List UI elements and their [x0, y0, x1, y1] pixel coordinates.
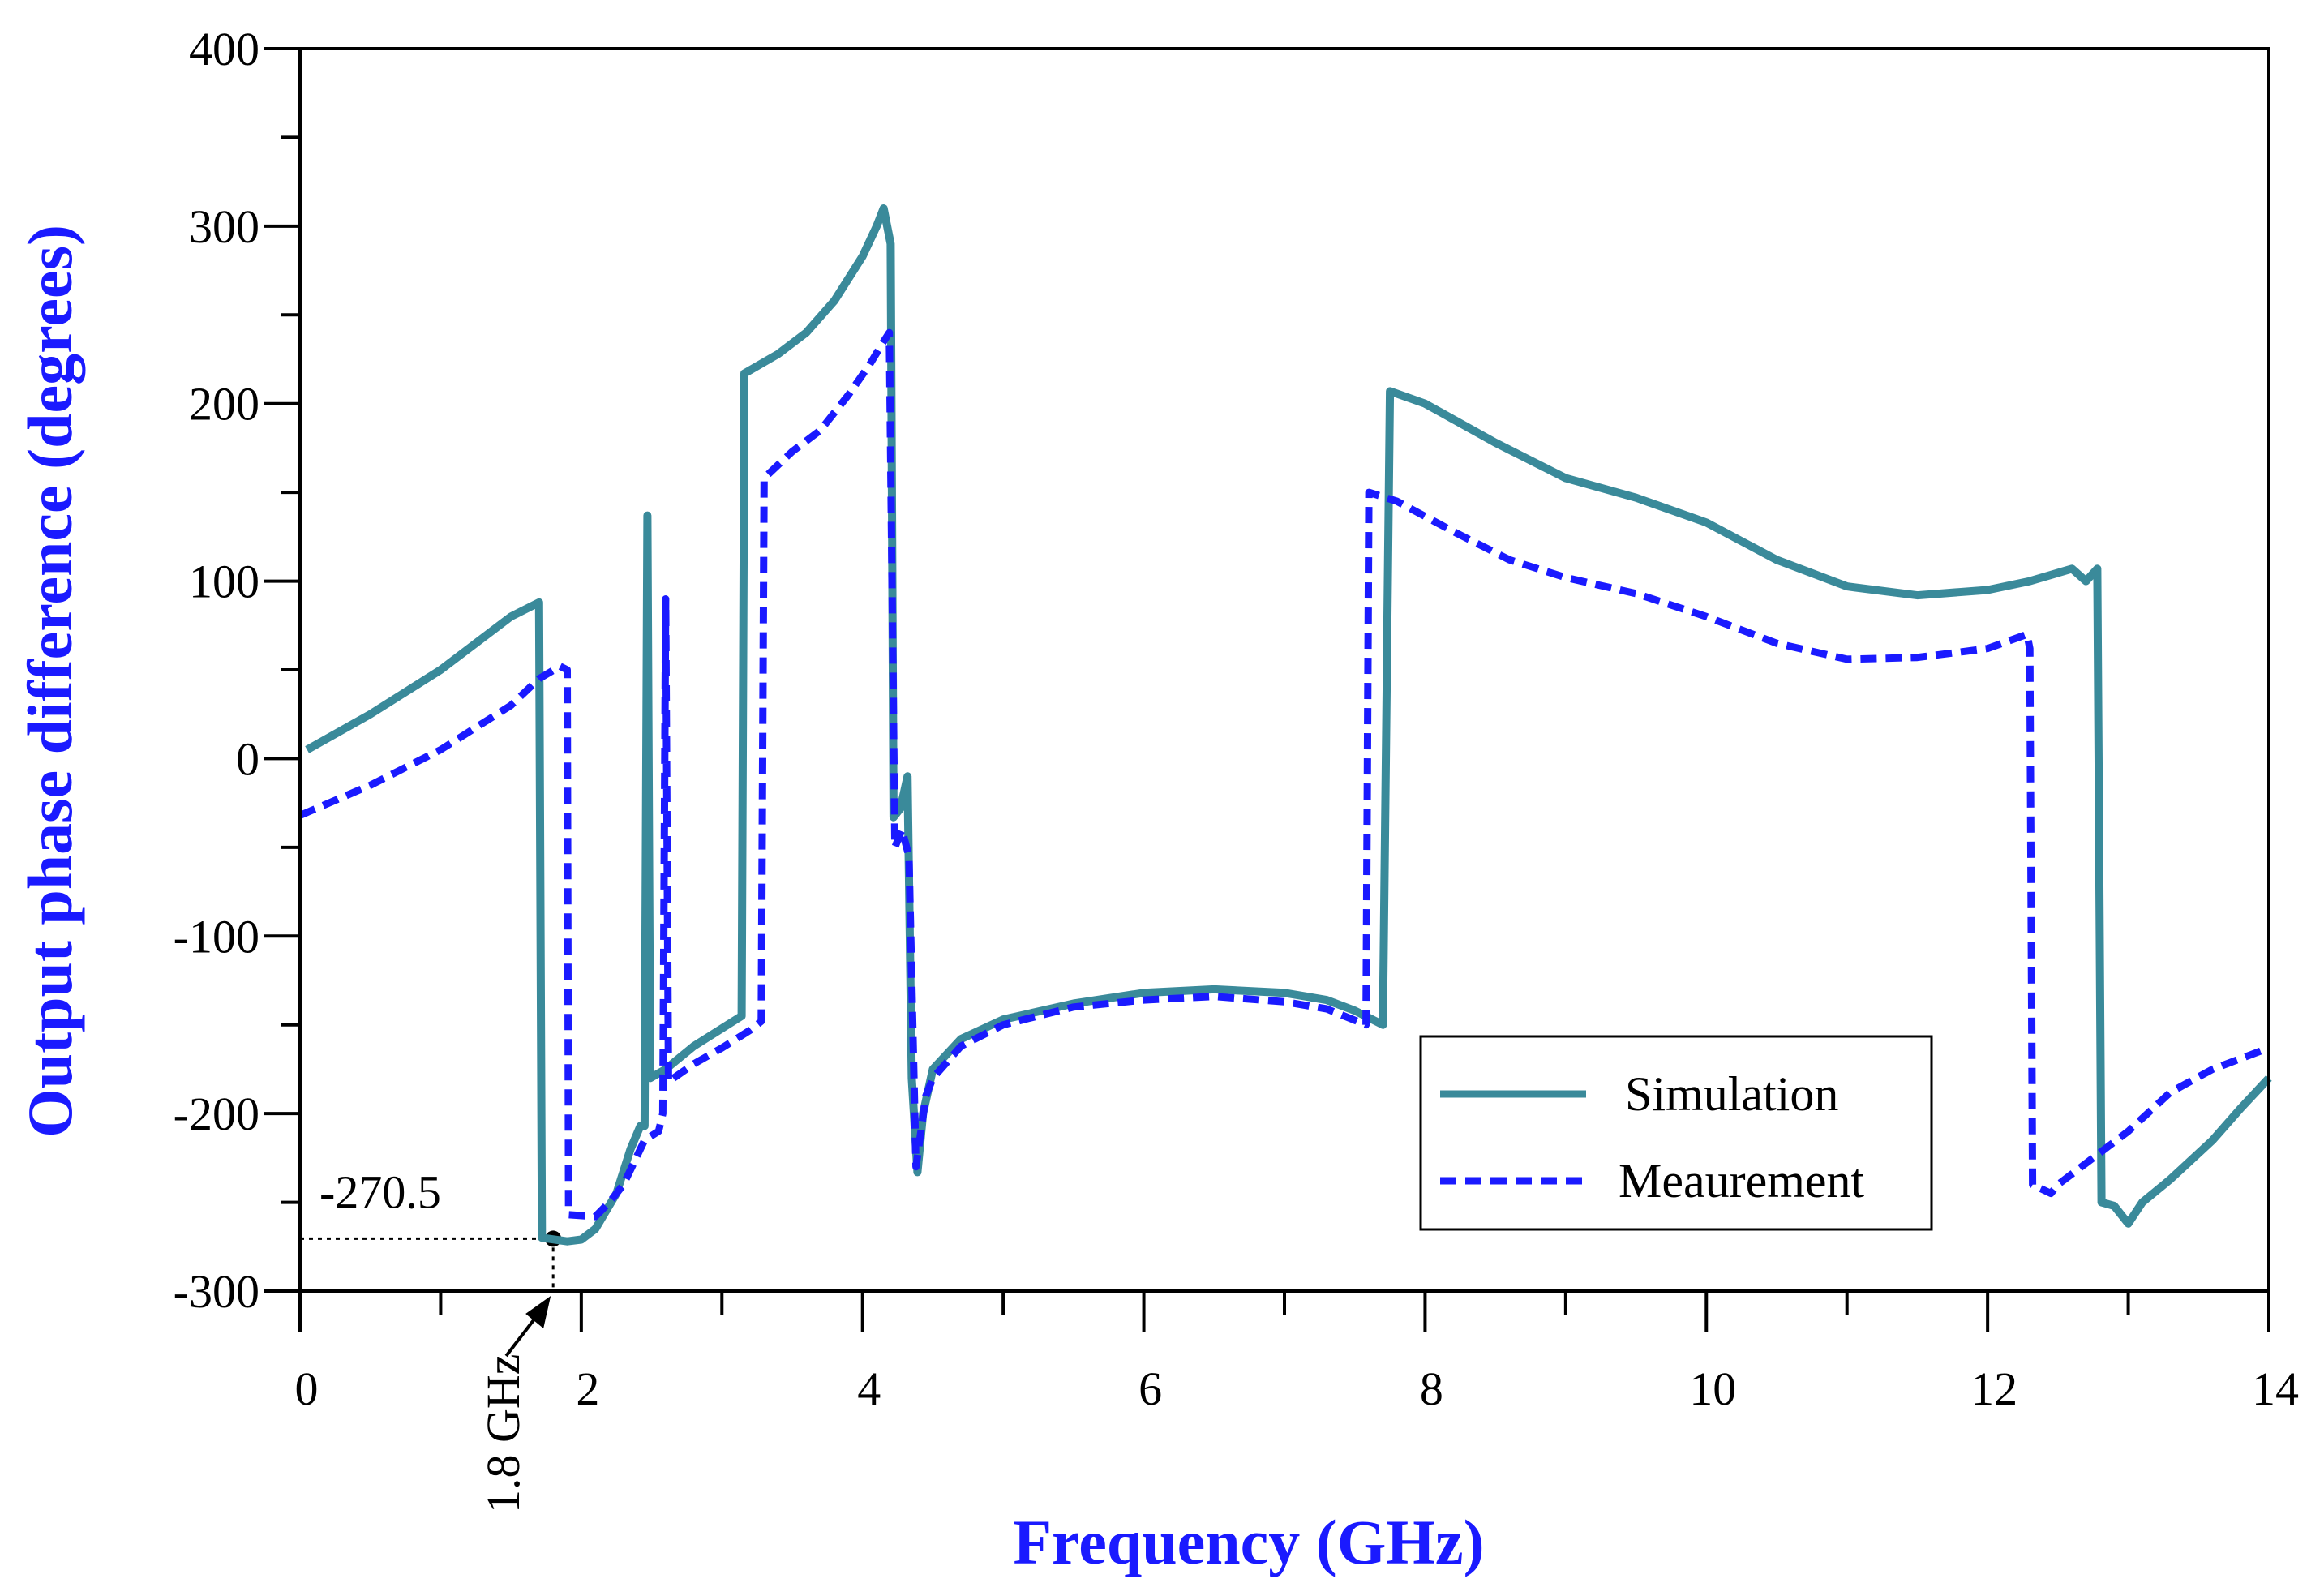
series-lines [298, 204, 2272, 1246]
x-tick-label: 8 [1420, 1362, 1443, 1415]
x-tick-label: 6 [1138, 1362, 1162, 1415]
legend: Simulation Meaurement [1419, 1035, 1933, 1231]
x-tick-label: 14 [2252, 1362, 2299, 1415]
y-axis-ticks: -300 -200 -100 0 100 200 300 400 [174, 23, 300, 1318]
y-tick-label: 200 [189, 378, 259, 431]
y-tick-label: -100 [174, 910, 259, 963]
annotation: -270.5 1.8 GHz [300, 1165, 562, 1513]
legend-label-measurement: Meaurement [1619, 1154, 1865, 1208]
series-meaurement-line [298, 328, 2270, 1221]
x-tick-label: 4 [857, 1362, 881, 1415]
legend-label-simulation: Simulation [1625, 1067, 1838, 1121]
y-tick-label: 300 [189, 200, 259, 253]
x-tick-label: 2 [576, 1362, 599, 1415]
plot-frame [298, 47, 2270, 1293]
series-simulation-line [305, 204, 2272, 1246]
x-axis-title: Frequency (GHz) [1013, 1507, 1484, 1577]
y-tick-label: -300 [174, 1265, 259, 1318]
annotation-value-label: -270.5 [319, 1165, 441, 1218]
y-tick-label: 0 [236, 732, 259, 785]
y-axis-title: Output phase difference (degrees) [15, 225, 85, 1138]
y-tick-label: -200 [174, 1088, 259, 1140]
legend-box [1419, 1035, 1933, 1231]
x-tick-label: 0 [295, 1362, 319, 1415]
x-tick-label: 12 [1970, 1362, 2017, 1415]
annotation-frequency-label: 1.8 GHz [477, 1354, 530, 1513]
y-tick-label: 400 [189, 23, 259, 75]
x-tick-label: 10 [1689, 1362, 1736, 1415]
annotation-arrow-head [525, 1296, 551, 1328]
x-axis-ticks: 0 2 4 6 8 10 12 14 [295, 1291, 2299, 1415]
y-tick-label: 100 [189, 556, 259, 608]
